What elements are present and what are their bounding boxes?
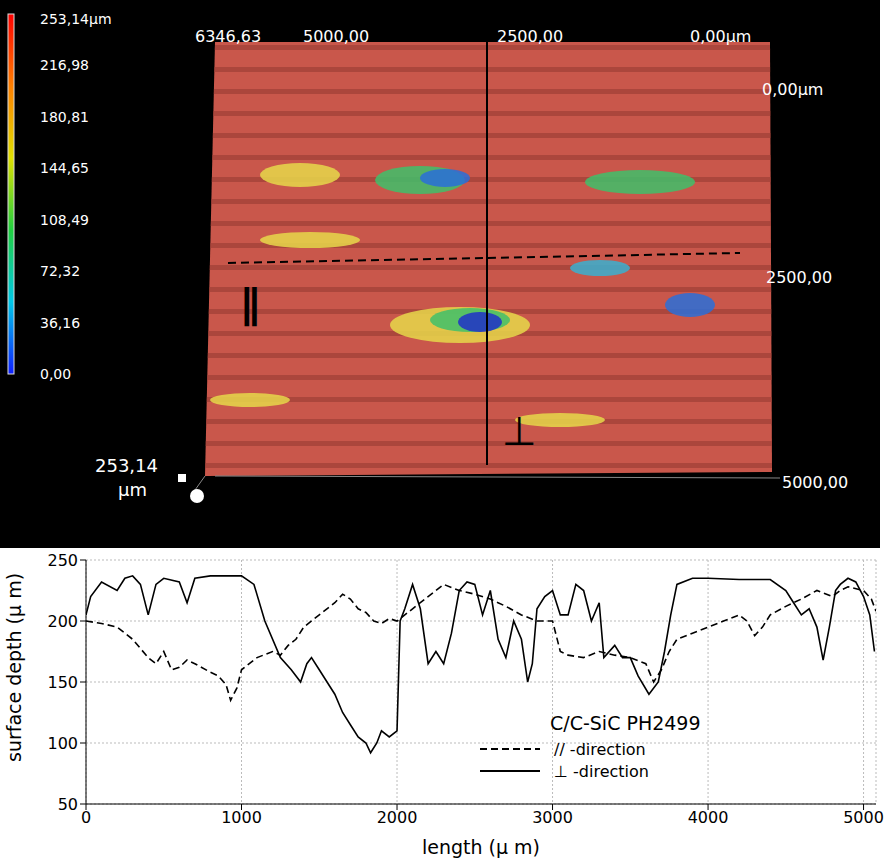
html-text:⊥ -direction: ⊥ -direction (554, 761, 649, 781)
svg-text:2500,00: 2500,00 (766, 268, 832, 287)
svg-text:36,16: 36,16 (40, 315, 80, 331)
svg-text:200: 200 (47, 612, 78, 631)
svg-text:3000: 3000 (532, 808, 573, 827)
svg-text:0,00: 0,00 (40, 366, 71, 382)
svg-text:2500,00: 2500,00 (497, 27, 563, 46)
svg-text:216,98: 216,98 (40, 57, 89, 73)
svg-text:253,14: 253,14 (95, 455, 158, 476)
svg-text:150: 150 (47, 673, 78, 692)
svg-text:253,14µm: 253,14µm (40, 11, 112, 27)
svg-text:50: 50 (58, 795, 78, 814)
svg-text:µm: µm (118, 479, 147, 500)
svg-text:length (μ m): length (μ m) (422, 836, 540, 858)
svg-text:surface depth (μ m): surface depth (μ m) (3, 573, 25, 762)
svg-text:180,81: 180,81 (40, 109, 89, 125)
svg-text:∥: ∥ (240, 281, 260, 327)
svg-text:144,65: 144,65 (40, 160, 89, 176)
svg-text:0,00µm: 0,00µm (690, 27, 751, 46)
svg-text:250: 250 (47, 551, 78, 570)
svg-text:108,49: 108,49 (40, 212, 89, 228)
svg-text:0,00µm: 0,00µm (762, 80, 823, 99)
svg-text:4000: 4000 (688, 808, 729, 827)
svg-text:2000: 2000 (377, 808, 418, 827)
svg-text:5000,00: 5000,00 (303, 27, 369, 46)
svg-text:6346,63: 6346,63 (195, 27, 261, 46)
svg-text:1000: 1000 (221, 808, 262, 827)
svg-text:0: 0 (81, 808, 91, 827)
svg-text:⊥: ⊥ (502, 408, 537, 454)
svg-text:5000,00: 5000,00 (782, 473, 848, 492)
svg-text:100: 100 (47, 734, 78, 753)
html-text:// -direction: // -direction (554, 739, 646, 759)
svg-text:5000: 5000 (843, 808, 884, 827)
html-text:C/C-SiC PH2499: C/C-SiC PH2499 (550, 712, 701, 734)
svg-text:72,32: 72,32 (40, 263, 80, 279)
